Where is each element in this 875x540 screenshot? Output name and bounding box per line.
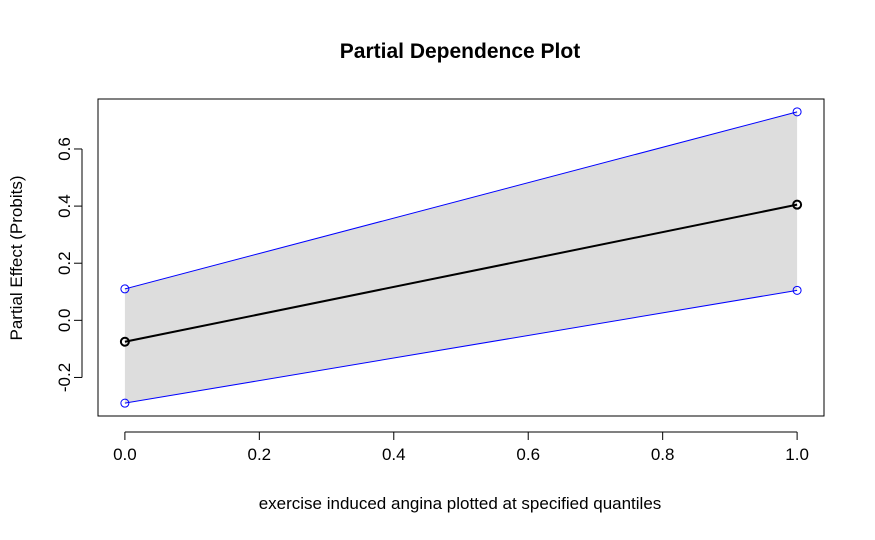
x-tick-label: 0.6 (516, 445, 540, 464)
upper-bound-line (124, 111, 798, 290)
lower-bound-line (124, 289, 798, 404)
y-tick-label: 0.0 (55, 309, 74, 333)
x-tick-label: 0.0 (113, 445, 137, 464)
x-tick-label: 0.4 (382, 445, 406, 464)
x-tick-label: 0.2 (248, 445, 272, 464)
y-axis-label: Partial Effect (Probits) (7, 175, 26, 340)
y-tick-label: 0.6 (55, 137, 74, 161)
lower-bound-point (792, 285, 802, 295)
confidence-band (124, 111, 798, 404)
plot-frame (97, 98, 825, 417)
y-tick-label: 0.4 (55, 194, 74, 218)
x-axis-label: exercise induced angina plotted at speci… (259, 494, 662, 513)
x-tick-label: 1.0 (785, 445, 809, 464)
partial-effect-point (792, 199, 803, 210)
chart-title: Partial Dependence Plot (340, 40, 580, 63)
axes: 0.0 0.2 0.4 0.6 0.8 1.0 -0.2 0.0 0.2 0.4 0.6 (55, 98, 825, 464)
upper-bound-point (120, 284, 130, 294)
y-tick-label: -0.2 (55, 363, 74, 392)
upper-bound-point (792, 107, 802, 117)
plot-area (119, 107, 803, 408)
partial-effect-point (119, 336, 130, 347)
partial-effect-line (124, 203, 798, 343)
lower-bound-point (120, 398, 130, 408)
y-tick-label: 0.2 (55, 251, 74, 275)
x-tick-label: 0.8 (651, 445, 675, 464)
